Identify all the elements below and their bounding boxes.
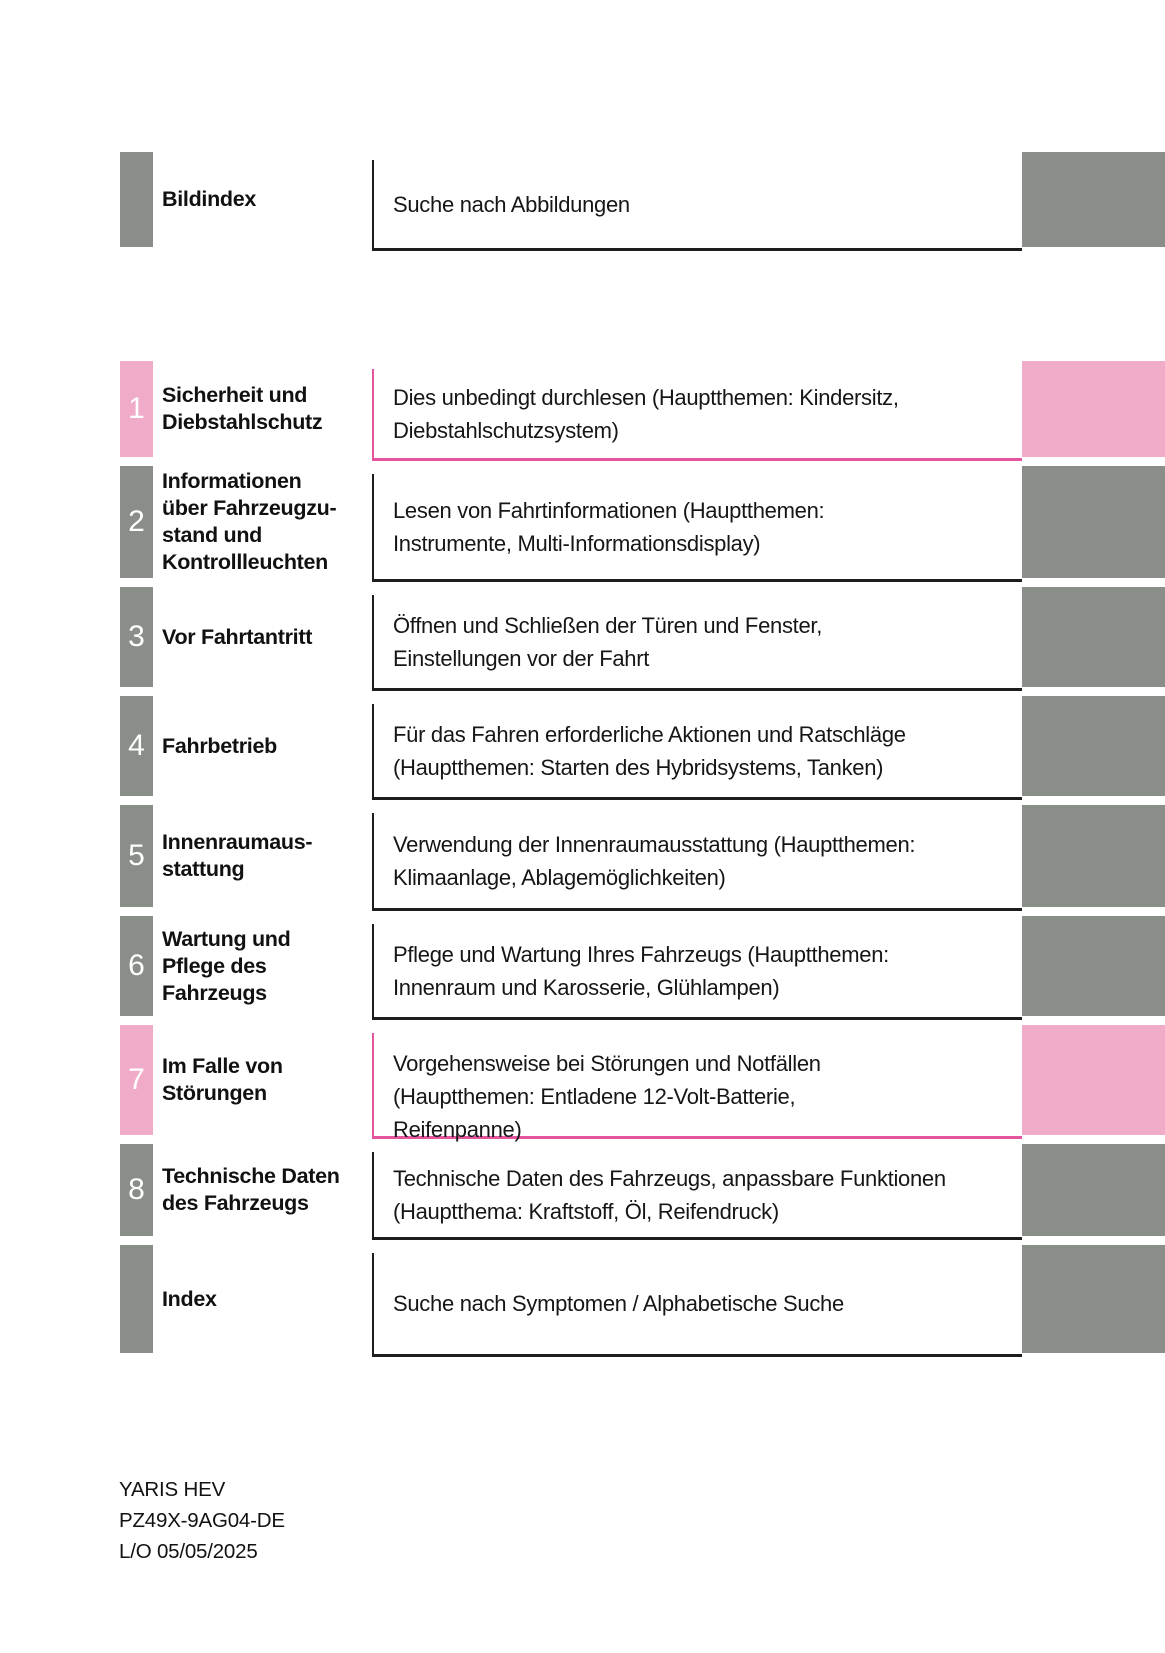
page-edge-marker	[1022, 1144, 1165, 1236]
chapter-desc-area: Verwendung der Innenraumausstattung (Hau…	[372, 805, 1022, 911]
chapter-summary-box: Technische Daten des Fahrzeugs, anpassba…	[372, 1152, 1022, 1240]
chapter-tab: 1	[120, 361, 153, 457]
chapter-tab: 6	[120, 916, 153, 1016]
page-edge-marker	[1022, 587, 1165, 687]
toc-row-8: 8 Technische Daten des Fahrzeugs Technis…	[120, 1144, 1165, 1240]
toc-row-5: 5 Innenraumaus- stattung Verwendung der …	[120, 805, 1165, 911]
section-gap	[120, 256, 1165, 361]
toc-row-7: 7 Im Falle von Störungen Vorgehensweise …	[120, 1025, 1165, 1142]
chapter-title: Technische Daten des Fahrzeugs	[162, 1164, 340, 1215]
chapter-summary: Technische Daten des Fahrzeugs, anpassba…	[393, 1165, 946, 1224]
chapter-desc-area: Für das Fahren erforderliche Aktionen un…	[372, 696, 1022, 800]
chapter-desc-area: Lesen von Fahrtinformationen (Haupttheme…	[372, 466, 1022, 582]
chapter-tab	[120, 1245, 153, 1353]
chapter-summary: Pflege und Wartung Ihres Fahrzeugs (Haup…	[393, 941, 889, 1000]
chapter-desc-area: Technische Daten des Fahrzeugs, anpassba…	[372, 1144, 1022, 1240]
chapter-summary: Für das Fahren erforderliche Aktionen un…	[393, 721, 906, 780]
chapter-title: Wartung und Pflege des Fahrzeugs	[162, 926, 291, 1005]
chapter-tab: 7	[120, 1025, 153, 1135]
chapter-desc-area: Suche nach Symptomen / Alphabetische Suc…	[372, 1245, 1022, 1357]
chapter-title: Im Falle von Störungen	[162, 1054, 283, 1105]
chapter-number: 7	[128, 1063, 145, 1096]
chapter-number: 4	[128, 729, 145, 762]
chapter-summary-box: Vorgehensweise bei Störungen und Notfäll…	[372, 1033, 1022, 1142]
page-edge-marker	[1022, 1025, 1165, 1135]
toc-row-6: 6 Wartung und Pflege des Fahrzeugs Pfleg…	[120, 916, 1165, 1020]
chapter-number: 5	[128, 839, 145, 872]
chapter-title: Vor Fahrtantritt	[162, 624, 313, 649]
chapter-tab: 3	[120, 587, 153, 687]
chapter-tab: 4	[120, 696, 153, 796]
toc-row-bildindex: Bildindex Suche nach Abbildungen	[120, 152, 1165, 251]
page-edge-marker	[1022, 696, 1165, 796]
chapter-title: Index	[162, 1286, 217, 1311]
chapter-summary-box: Verwendung der Innenraumausstattung (Hau…	[372, 813, 1022, 911]
chapter-summary: Suche nach Symptomen / Alphabetische Suc…	[393, 1291, 844, 1316]
chapter-summary: Lesen von Fahrtinformationen (Haupttheme…	[393, 497, 825, 556]
page-edge-marker	[1022, 805, 1165, 907]
chapter-desc-area: Suche nach Abbildungen	[372, 152, 1022, 251]
chapter-tab: 2	[120, 466, 153, 578]
model-name: YARIS HEV	[119, 1478, 226, 1501]
chapter-summary: Suche nach Abbildungen	[393, 191, 630, 217]
page-edge-marker	[1022, 916, 1165, 1016]
chapter-number: 8	[128, 1173, 145, 1206]
chapter-number: 6	[128, 949, 145, 982]
toc-row-1: 1 Sicherheit und Diebstahlschutz Dies un…	[120, 361, 1165, 461]
chapter-number: 2	[128, 505, 145, 538]
chapter-summary-box: Für das Fahren erforderliche Aktionen un…	[372, 704, 1022, 800]
chapter-tab: 8	[120, 1144, 153, 1236]
layout-date: L/O 05/05/2025	[119, 1540, 258, 1563]
chapter-summary: Verwendung der Innenraumausstattung (Hau…	[393, 831, 916, 890]
chapter-desc-area: Dies unbedingt durchlesen (Hauptthemen: …	[372, 361, 1022, 461]
page-edge-marker	[1022, 466, 1165, 578]
page-edge-marker	[1022, 152, 1165, 247]
chapter-title: Bildindex	[162, 187, 257, 211]
chapter-summary-box: Dies unbedingt durchlesen (Hauptthemen: …	[372, 369, 1022, 461]
toc-row-2: 2 Informationen über Fahrzeugzu- stand u…	[120, 466, 1165, 582]
chapter-summary-box: Suche nach Abbildungen	[372, 160, 1022, 251]
chapter-title: Informationen über Fahrzeugzu- stand und…	[162, 469, 337, 574]
chapter-summary-box: Pflege und Wartung Ihres Fahrzeugs (Haup…	[372, 924, 1022, 1020]
chapter-number: 3	[128, 620, 145, 653]
toc-row-3: 3 Vor Fahrtantritt Öffnen und Schließen …	[120, 587, 1165, 691]
chapter-tab	[120, 152, 153, 247]
chapter-title: Innenraumaus- stattung	[162, 830, 313, 881]
chapter-summary-box: Öffnen und Schließen der Türen und Fenst…	[372, 595, 1022, 691]
chapter-desc-area: Vorgehensweise bei Störungen und Notfäll…	[372, 1025, 1022, 1142]
toc-content: Bildindex Suche nach Abbildungen 1 Siche…	[119, 152, 1165, 1567]
chapter-summary: Dies unbedingt durchlesen (Hauptthemen: …	[393, 384, 899, 443]
toc-row-index: Index Suche nach Symptomen / Alphabetisc…	[120, 1245, 1165, 1357]
page-edge-marker	[1022, 361, 1165, 457]
chapter-title: Fahrbetrieb	[162, 733, 277, 758]
page-footer: YARIS HEV PZ49X-9AG04-DE L/O 05/05/2025	[119, 1474, 1165, 1567]
chapter-summary: Vorgehensweise bei Störungen und Notfäll…	[393, 1051, 821, 1142]
publication-code: PZ49X-9AG04-DE	[119, 1509, 285, 1532]
chapter-desc-area: Öffnen und Schließen der Türen und Fenst…	[372, 587, 1022, 691]
chapter-desc-area: Pflege und Wartung Ihres Fahrzeugs (Haup…	[372, 916, 1022, 1020]
chapter-summary-box: Lesen von Fahrtinformationen (Haupttheme…	[372, 474, 1022, 582]
chapter-title: Sicherheit und Diebstahlschutz	[162, 383, 323, 434]
chapter-tab: 5	[120, 805, 153, 907]
chapter-summary-box: Suche nach Symptomen / Alphabetische Suc…	[372, 1253, 1022, 1357]
chapter-summary: Öffnen und Schließen der Türen und Fenst…	[393, 612, 823, 671]
chapter-number: 1	[128, 392, 145, 425]
page-edge-marker	[1022, 1245, 1165, 1353]
toc-row-4: 4 Fahrbetrieb Für das Fahren erforderlic…	[120, 696, 1165, 800]
